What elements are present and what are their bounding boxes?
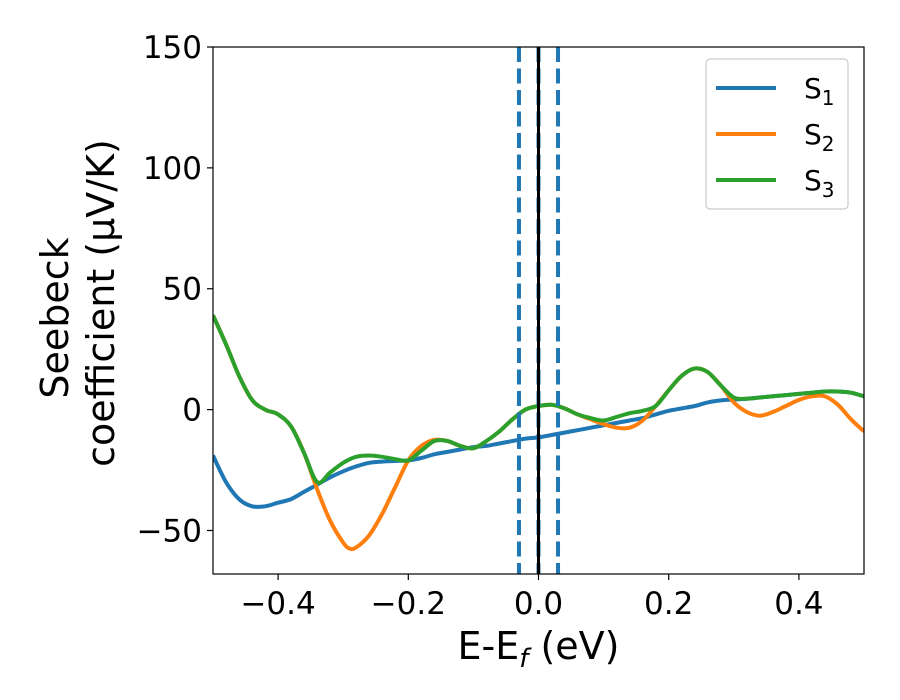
x-tick-label: 0.0 — [514, 586, 563, 622]
x-tick-label: −0.4 — [240, 586, 315, 622]
legend-box — [705, 58, 849, 210]
y-tick-label: 150 — [143, 30, 202, 66]
y-tick-label: 0 — [182, 393, 202, 429]
y-tick-label: 100 — [143, 151, 202, 187]
legend-label-s1: S1 — [804, 72, 835, 110]
legend-label-s3: S3 — [804, 164, 835, 202]
y-axis-label-line2: coefficient (μV/K) — [79, 139, 123, 467]
x-tick-label: 0.2 — [644, 586, 693, 622]
x-tick-label: 0.4 — [774, 586, 823, 622]
x-tick-label: −0.2 — [371, 586, 446, 622]
y-tick-label: 50 — [163, 272, 202, 308]
plot-area — [213, 47, 864, 574]
legend-label-s2: S2 — [804, 118, 835, 156]
y-axis-label-line1: Seebeck — [33, 237, 77, 398]
y-tick-label: −50 — [137, 513, 202, 549]
axes: −0.4 −0.2 0.0 0.2 0.4 −50 0 50 100 150 E-Ef (eV) Se… — [33, 30, 865, 674]
x-axis-label: E-Ef (eV) — [458, 624, 620, 674]
legend: S1 S2 S3 — [705, 58, 849, 210]
